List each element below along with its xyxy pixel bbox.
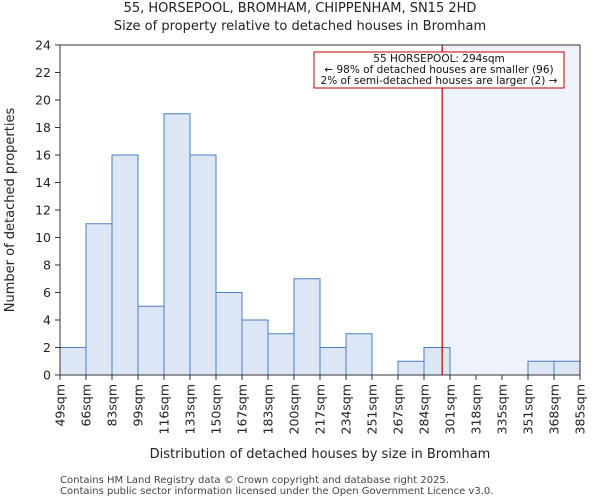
annotation-title: 55 HORSEPOOL: 294sqm <box>373 53 504 65</box>
y-axis-label: Number of detached properties <box>3 108 18 313</box>
histogram-bar <box>85 223 113 376</box>
x-tick-label: 167sqm <box>235 384 250 434</box>
x-tick-label: 335sqm <box>495 384 510 434</box>
x-tick-label: 133sqm <box>183 384 198 434</box>
histogram-bar <box>241 319 269 376</box>
x-tick-label: 318sqm <box>469 384 484 434</box>
highlight-region-layer <box>442 45 580 375</box>
histogram-bar <box>397 360 425 376</box>
x-axis-label: Distribution of detached houses by size … <box>150 447 491 462</box>
histogram-bar <box>137 305 165 376</box>
x-tick-label: 183sqm <box>261 384 276 434</box>
chart-title: 55, HORSEPOOL, BROMHAM, CHIPPENHAM, SN15… <box>124 1 477 16</box>
y-tick-label: 24 <box>35 38 51 53</box>
histogram-bar <box>163 113 191 376</box>
x-tick-label: 49sqm <box>53 384 68 427</box>
x-tick-label: 267sqm <box>391 384 406 434</box>
histogram-bar <box>527 360 555 376</box>
y-tick-label: 8 <box>43 258 51 273</box>
histogram-bar <box>553 360 581 376</box>
y-tick-label: 14 <box>35 175 51 190</box>
y-tick-label: 22 <box>35 65 51 80</box>
histogram-bar <box>319 347 347 376</box>
histogram-bar <box>267 333 295 376</box>
histogram-bar <box>111 154 139 376</box>
y-tick-label: 2 <box>43 340 51 355</box>
x-tick-label: 251sqm <box>365 384 380 434</box>
annotation-box: 55 HORSEPOOL: 294sqm ← 98% of detached h… <box>313 51 565 89</box>
histogram-bar <box>59 347 87 376</box>
y-tick-label: 4 <box>43 313 51 328</box>
x-tick-label: 234sqm <box>339 384 354 434</box>
y-tick-label: 0 <box>43 368 51 383</box>
y-tick-label: 6 <box>43 285 51 300</box>
annotation-larger: 2% of semi-detached houses are larger (2… <box>321 75 558 87</box>
x-tick-label: 385sqm <box>573 384 588 434</box>
chart-subtitle: Size of property relative to detached ho… <box>114 19 486 34</box>
footer-line-2: Contains public sector information licen… <box>60 486 493 497</box>
x-tick-label: 217sqm <box>313 384 328 434</box>
y-tick-label: 18 <box>35 120 51 135</box>
x-tick-label: 200sqm <box>287 384 302 434</box>
x-tick-label: 66sqm <box>79 384 94 427</box>
y-tick-label: 10 <box>35 230 51 245</box>
x-tick-label: 368sqm <box>547 384 562 434</box>
x-tick-label: 150sqm <box>209 384 224 434</box>
annotation-smaller: ← 98% of detached houses are smaller (96… <box>324 64 553 76</box>
larger-region-shade <box>442 45 580 375</box>
annotation-frame <box>313 51 565 89</box>
y-tick-label: 20 <box>35 93 51 108</box>
x-tick-label: 351sqm <box>521 384 536 434</box>
x-tick-label: 99sqm <box>131 384 146 427</box>
footer-line-1: Contains HM Land Registry data © Crown c… <box>60 475 449 486</box>
x-tick-label: 301sqm <box>443 384 458 434</box>
x-tick-label: 284sqm <box>417 384 432 434</box>
y-tick-label: 16 <box>35 148 51 163</box>
y-tick-label: 12 <box>35 203 51 218</box>
x-tick-label: 83sqm <box>105 384 120 427</box>
histogram-bar <box>189 154 217 376</box>
x-axis: 49sqm 66sqm 83sqm 99sqm 116sqm 133sqm 150sqm 16… <box>53 375 588 434</box>
histogram-bar <box>423 347 451 376</box>
histogram-bar <box>293 278 321 376</box>
bars-layer <box>59 113 581 376</box>
x-tick-label: 116sqm <box>157 384 172 434</box>
histogram-bar <box>345 333 373 376</box>
histogram-bar <box>215 292 243 376</box>
